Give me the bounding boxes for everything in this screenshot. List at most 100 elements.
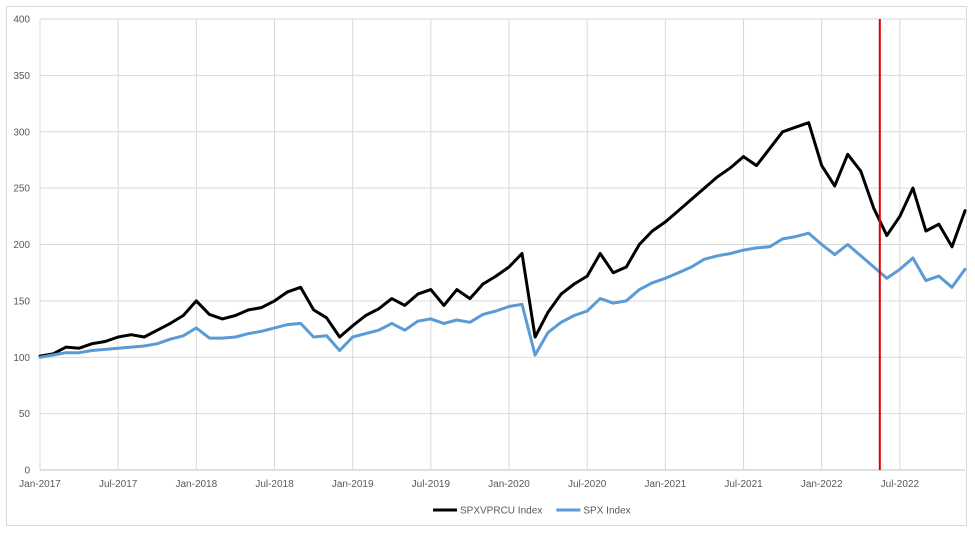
series-1-point-1	[51, 353, 55, 357]
series-0-point-13	[208, 313, 211, 316]
series-0-point-12	[195, 299, 198, 303]
series-1-point-0	[38, 355, 42, 359]
series-0-point-35	[494, 274, 498, 278]
series-1-point-19	[286, 323, 289, 326]
series-1-point-14	[221, 336, 224, 340]
series-1-point-12	[195, 326, 198, 330]
series-0-point-43	[598, 252, 602, 255]
series-1-point-62	[846, 243, 850, 246]
y-tick-label-0: 0	[24, 466, 30, 477]
y-axis-tick-labels: 0 50 100 150 200 250 300 350 400	[13, 15, 30, 477]
series-1-point-9	[155, 342, 159, 346]
series-0-point-40	[559, 292, 563, 296]
series-1-point-15	[234, 335, 237, 339]
series-0-point-27	[390, 297, 394, 300]
series-1-point-33	[468, 320, 472, 324]
series-0-point-38	[533, 335, 537, 339]
series-1-point-52	[716, 254, 719, 258]
series-0-point-68	[924, 229, 928, 233]
series-0-point-31	[442, 304, 446, 307]
series-1-point-69	[937, 274, 941, 278]
series-1-point-46	[637, 288, 641, 291]
series-0-point-55	[755, 164, 758, 167]
series-0-point-44	[611, 271, 615, 274]
y-tick-label-400: 400	[13, 15, 30, 26]
series-1-point-68	[924, 279, 928, 282]
y-tick-label-300: 300	[13, 127, 30, 138]
series-1-point-8	[142, 344, 146, 348]
series-0-point-6	[116, 335, 120, 339]
series-1-point-40	[559, 320, 563, 324]
series-0-point-64	[872, 207, 876, 210]
series-1-point-2	[64, 351, 68, 355]
series-line-1	[38, 231, 967, 359]
series-1-point-27	[390, 322, 394, 325]
series-1-point-47	[651, 281, 654, 285]
x-tick-label-4: Jan-2019	[332, 479, 374, 490]
series-1-point-57	[781, 237, 784, 241]
series-0-point-20	[299, 286, 302, 289]
series-1-point-37	[520, 302, 524, 306]
series-0-point-19	[286, 290, 289, 294]
series-0-point-49	[677, 209, 680, 212]
series-1-point-43	[598, 297, 602, 300]
series-1-point-10	[168, 337, 172, 341]
series-0-point-14	[221, 317, 224, 321]
series-0-point-56	[768, 147, 771, 150]
series-0-point-16	[247, 308, 250, 312]
series-1-point-18	[273, 326, 276, 330]
series-1-point-11	[182, 334, 185, 338]
series-1-point-31	[442, 322, 446, 325]
series-0-point-66	[898, 215, 902, 218]
series-1-point-20	[299, 322, 302, 325]
series-1-point-26	[377, 328, 381, 332]
gridlines	[39, 18, 965, 471]
series-1-point-30	[429, 317, 433, 321]
series-0-point-9	[155, 328, 159, 332]
series-1-point-23	[338, 349, 341, 352]
series-0-point-59	[807, 121, 810, 125]
series-0-point-71	[963, 209, 967, 212]
series-0-point-46	[637, 243, 641, 246]
series-1-point-70	[950, 286, 954, 289]
series-1-point-67	[911, 256, 915, 260]
series-0-point-26	[377, 307, 381, 311]
series-0-point-15	[234, 314, 237, 317]
series-1-point-39	[546, 331, 550, 334]
series-0-point-32	[455, 288, 459, 291]
series-1-point-24	[351, 335, 354, 339]
series-1-point-36	[507, 305, 511, 308]
series-1-point-28	[403, 328, 407, 332]
series-0-point-29	[416, 292, 420, 296]
series-0-point-21	[312, 308, 315, 312]
y-tick-label-200: 200	[13, 240, 30, 251]
series-1-point-41	[572, 314, 576, 317]
series-0-point-69	[937, 222, 941, 226]
series-0-point-61	[833, 184, 837, 188]
series-0-point-22	[325, 316, 328, 320]
series-0-point-41	[572, 282, 576, 286]
series-0-point-45	[624, 265, 628, 269]
series-0-point-39	[546, 310, 550, 314]
series-1-point-63	[859, 254, 863, 258]
series-0-point-57	[781, 130, 784, 134]
series-1-point-7	[129, 345, 133, 349]
series-0-point-17	[260, 306, 263, 309]
series-1-point-22	[325, 334, 328, 338]
series-0-point-11	[182, 314, 185, 317]
series-0-point-65	[885, 234, 889, 237]
series-1-point-66	[898, 268, 902, 271]
series-0-point-7	[129, 333, 133, 337]
series-1-point-38	[533, 353, 537, 357]
x-tick-label-0: Jan-2017	[19, 479, 61, 490]
chart-frame	[6, 6, 967, 526]
series-1-point-29	[416, 319, 420, 323]
series-0-point-18	[273, 299, 276, 303]
series-1-point-58	[794, 235, 797, 238]
x-tick-label-9: Jul-2021	[724, 479, 763, 490]
series-1-point-17	[260, 330, 263, 333]
series-0-point-25	[364, 314, 368, 317]
series-0-point-67	[911, 186, 915, 190]
x-tick-label-11: Jul-2022	[881, 479, 920, 490]
